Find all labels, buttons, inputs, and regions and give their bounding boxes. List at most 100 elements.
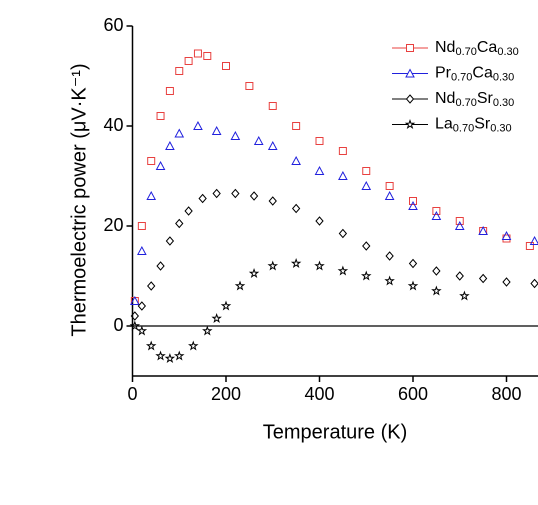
point (211, 125, 222, 135)
point (338, 228, 348, 239)
point (147, 281, 156, 291)
point (360, 270, 372, 281)
y-tick-label: 0 (113, 315, 123, 335)
legend-label: Nd0.70Sr0.30 (435, 90, 514, 109)
point (137, 301, 147, 311)
point (164, 352, 176, 363)
point (248, 267, 260, 278)
x-tick-label: 600 (398, 384, 428, 404)
point (315, 137, 324, 145)
point (408, 258, 418, 269)
legend-marker (404, 118, 416, 129)
point (130, 311, 140, 321)
point (230, 130, 241, 140)
legend-marker (406, 44, 414, 52)
point (193, 120, 203, 130)
point (245, 82, 254, 90)
point (155, 350, 166, 361)
point (137, 222, 146, 230)
point (184, 206, 193, 216)
point (202, 325, 213, 336)
y-axis-title: Thermoelectric power (μV·K⁻¹) (68, 63, 90, 336)
point (193, 49, 202, 58)
point (231, 188, 240, 199)
point (220, 300, 232, 311)
x-tick-label: 0 (127, 384, 137, 404)
point (211, 312, 222, 323)
point (156, 112, 165, 120)
point (291, 155, 301, 165)
point (501, 230, 512, 240)
point (203, 52, 212, 60)
point (156, 261, 165, 271)
point (409, 197, 417, 205)
point (155, 160, 166, 170)
point (338, 170, 348, 180)
point (174, 128, 185, 138)
y-tick-label: 40 (103, 115, 123, 135)
point (407, 280, 419, 291)
point (175, 218, 184, 229)
point (525, 242, 534, 250)
point (361, 180, 372, 190)
point (432, 207, 441, 215)
point (136, 325, 148, 336)
legend-label: Pr0.70Ca0.30 (435, 65, 514, 84)
point (431, 285, 442, 296)
x-axis-title: Temperature (K) (263, 421, 408, 443)
legend-marker (405, 94, 415, 104)
point (130, 295, 140, 305)
point (212, 188, 221, 199)
point (165, 140, 175, 150)
x-tick-label: 800 (491, 384, 521, 404)
point (129, 320, 141, 331)
point (145, 340, 157, 351)
point (530, 278, 538, 289)
point (315, 216, 324, 226)
point (455, 217, 464, 225)
point (175, 67, 184, 75)
point (268, 196, 277, 206)
point (408, 200, 418, 210)
point (384, 190, 395, 200)
point (455, 271, 464, 281)
point (362, 241, 371, 251)
point (222, 62, 230, 70)
point (529, 235, 538, 245)
point (146, 190, 157, 200)
point (173, 350, 185, 361)
point (385, 251, 394, 261)
point (384, 275, 395, 286)
point (165, 236, 175, 246)
point (147, 157, 156, 165)
point (234, 280, 246, 291)
legend-label: La0.70Sr0.30 (435, 116, 512, 135)
point (184, 57, 193, 65)
point (188, 340, 199, 351)
point (337, 265, 349, 276)
legend-marker (405, 68, 415, 78)
point (165, 87, 174, 95)
y-tick-label: 60 (103, 15, 123, 35)
point (431, 210, 442, 220)
point (314, 165, 325, 175)
legend-label: Nd0.70Ca0.30 (435, 39, 519, 58)
point (267, 260, 279, 271)
point (290, 257, 302, 268)
point (292, 122, 301, 130)
point (432, 266, 441, 276)
point (362, 167, 371, 175)
point (502, 277, 511, 287)
point (459, 290, 470, 301)
y-tick-label: 20 (103, 215, 123, 235)
point (267, 140, 278, 150)
point (198, 193, 207, 204)
point (454, 220, 465, 230)
x-tick-label: 200 (211, 384, 241, 404)
point (314, 260, 325, 271)
x-tick-label: 400 (304, 384, 334, 404)
point (338, 147, 347, 155)
point (268, 102, 277, 110)
